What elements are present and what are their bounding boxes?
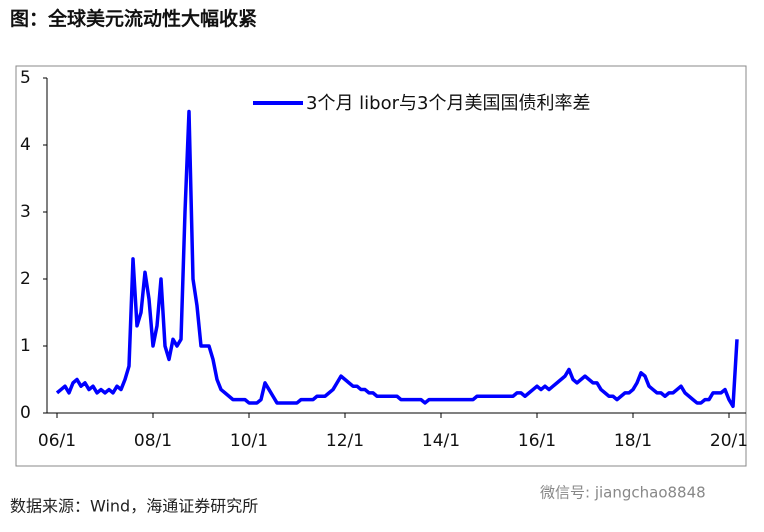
data-line [55,109,739,409]
chart-frame [15,65,747,467]
x-tick-label: 06/1 [38,431,76,451]
x-tick-label: 20/1 [710,431,748,451]
x-tick-label: 14/1 [422,431,460,451]
watermark: 微信号: jiangchao8848 [540,484,706,502]
x-tick-label: 18/1 [614,431,652,451]
y-tick-label: 5 [20,68,31,88]
y-tick-label: 0 [20,403,31,423]
x-tick-label: 08/1 [134,431,172,451]
y-tick-label: 3 [20,202,31,222]
y-tick-label: 2 [20,269,31,289]
x-tick-label: 12/1 [326,431,364,451]
x-tick-label: 10/1 [230,431,268,451]
y-tick-label: 1 [20,336,31,356]
page-title: 图：全球美元流动性大幅收紧 [10,7,257,30]
legend-label: 3个月 libor与3个月美国国债利率差 [306,93,590,114]
source-note: 数据来源：Wind，海通证券研究所 [10,497,258,516]
y-tick-label: 4 [20,135,31,155]
x-tick-label: 16/1 [518,431,556,451]
